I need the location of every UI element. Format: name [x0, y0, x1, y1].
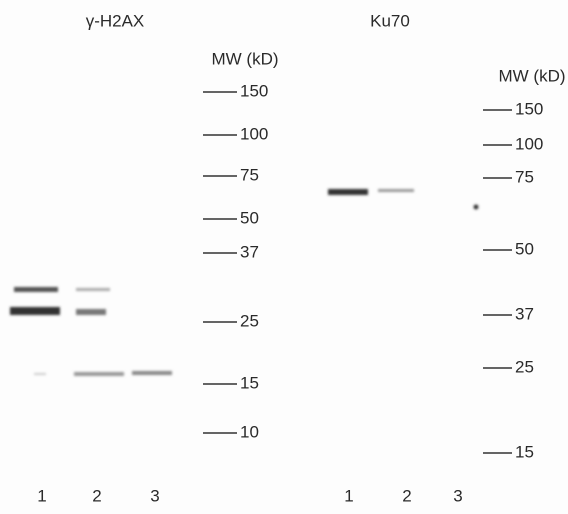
band — [328, 189, 368, 195]
marker-label: 25 — [515, 357, 534, 376]
spot — [474, 205, 479, 210]
band — [14, 287, 58, 292]
marker-label: 150 — [515, 99, 543, 118]
band — [76, 309, 106, 315]
mw-label: MW (kD) — [211, 49, 278, 68]
marker-label: 37 — [515, 304, 534, 323]
lane-label: 2 — [92, 486, 101, 505]
lane-label: 3 — [453, 486, 462, 505]
band — [10, 307, 60, 315]
marker-label: 100 — [515, 134, 543, 153]
band — [76, 288, 110, 291]
panel-title: Ku70 — [370, 11, 410, 30]
blot-figure: γ-H2AXMW (kD)150100755037251510123Ku70MW… — [0, 0, 568, 514]
lane-label: 1 — [37, 486, 46, 505]
mw-label: MW (kD) — [498, 66, 565, 85]
marker-label: 75 — [515, 167, 534, 186]
marker-label: 37 — [240, 242, 259, 261]
marker-label: 50 — [240, 208, 259, 227]
panel-title: γ-H2AX — [86, 11, 145, 30]
marker-label: 150 — [240, 81, 268, 100]
background — [0, 0, 568, 514]
lane-label: 1 — [344, 486, 353, 505]
band — [74, 372, 124, 376]
lane-label: 3 — [150, 486, 159, 505]
marker-label: 15 — [240, 373, 259, 392]
band — [378, 189, 414, 192]
marker-label: 75 — [240, 165, 259, 184]
marker-label: 10 — [240, 422, 259, 441]
marker-label: 50 — [515, 239, 534, 258]
band — [132, 371, 172, 375]
band — [34, 373, 46, 375]
marker-label: 15 — [515, 442, 534, 461]
marker-label: 100 — [240, 124, 268, 143]
marker-label: 25 — [240, 311, 259, 330]
lane-label: 2 — [402, 486, 411, 505]
